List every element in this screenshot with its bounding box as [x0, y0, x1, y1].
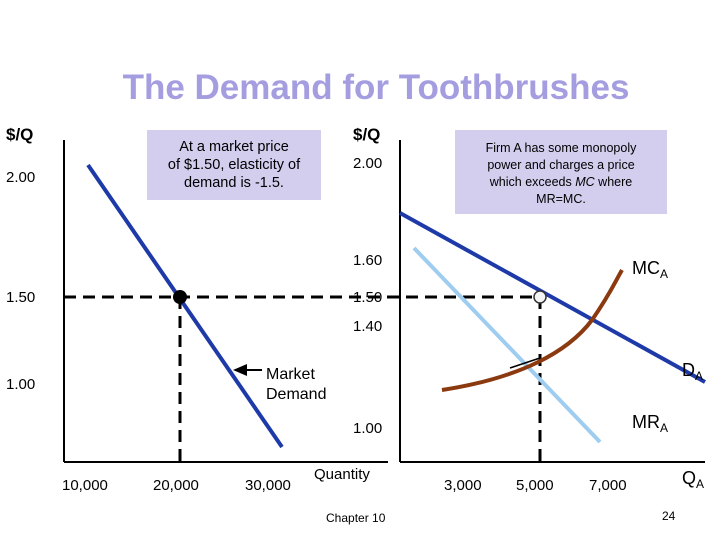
- left-y-tick-1.00: 1.00: [6, 376, 35, 393]
- left-x-tick-20000: 20,000: [153, 477, 199, 494]
- d-label: DA: [682, 360, 703, 383]
- annotation-line: which exceeds MC where: [489, 175, 633, 189]
- annotation-line: of $1.50, elasticity of: [167, 157, 301, 173]
- marginal-revenue-line: [412, 246, 602, 444]
- market-demand-line: [86, 163, 284, 449]
- mr-label: MRA: [632, 412, 668, 435]
- annotation-line: MR=MC.: [536, 192, 586, 206]
- left-x-tick-10000: 10,000: [62, 477, 108, 494]
- right-y-tick-1.40: 1.40: [353, 318, 382, 335]
- elasticity-annotation-box: At a market price of $1.50, elasticity o…: [147, 130, 321, 200]
- page-title: The Demand for Toothbrushes: [122, 68, 630, 107]
- market-point-marker: [173, 290, 187, 304]
- left-y-tick-2.00: 2.00: [6, 169, 35, 186]
- arrow-head-icon: [233, 364, 247, 376]
- marginal-cost-curve: [441, 268, 624, 392]
- mc-label: MCA: [632, 258, 668, 281]
- left-y-tick-1.50: 1.50: [6, 289, 35, 306]
- market-demand-label-line1: Market: [266, 366, 315, 383]
- annotation-line: power and charges a price: [487, 158, 635, 172]
- qa-label: QA: [682, 468, 704, 491]
- right-y-tick-1.60: 1.60: [353, 252, 382, 269]
- right-x-tick-7000: 7,000: [589, 477, 627, 494]
- right-y-tick-1.50: 1.50: [353, 289, 382, 306]
- market-demand-label-line2: Demand: [266, 386, 326, 403]
- right-y-tick-2.00: 2.00: [353, 155, 382, 172]
- footer-chapter: Chapter 10: [326, 511, 386, 525]
- right-x-tick-3000: 3,000: [444, 477, 482, 494]
- footer-page: 24: [662, 509, 676, 523]
- left-y-axis-label: $/Q: [6, 125, 33, 144]
- firm-demand-line: [399, 211, 706, 384]
- right-x-tick-5000: 5,000: [516, 477, 554, 494]
- annotation-line: At a market price: [179, 139, 289, 155]
- right-x-axis-label: Quantity: [314, 466, 370, 483]
- right-y-axis-label: $/Q: [353, 125, 380, 144]
- right-y-tick-1.00: 1.00: [353, 420, 382, 437]
- annotation-line: Firm A has some monopoly: [485, 141, 637, 155]
- annotation-line: demand is -1.5.: [184, 175, 284, 191]
- monopoly-annotation-box: Firm A has some monopoly power and charg…: [455, 130, 667, 214]
- firm-point-marker: [533, 290, 547, 304]
- mr-pointer: [509, 357, 541, 369]
- left-x-tick-30000: 30,000: [245, 477, 291, 494]
